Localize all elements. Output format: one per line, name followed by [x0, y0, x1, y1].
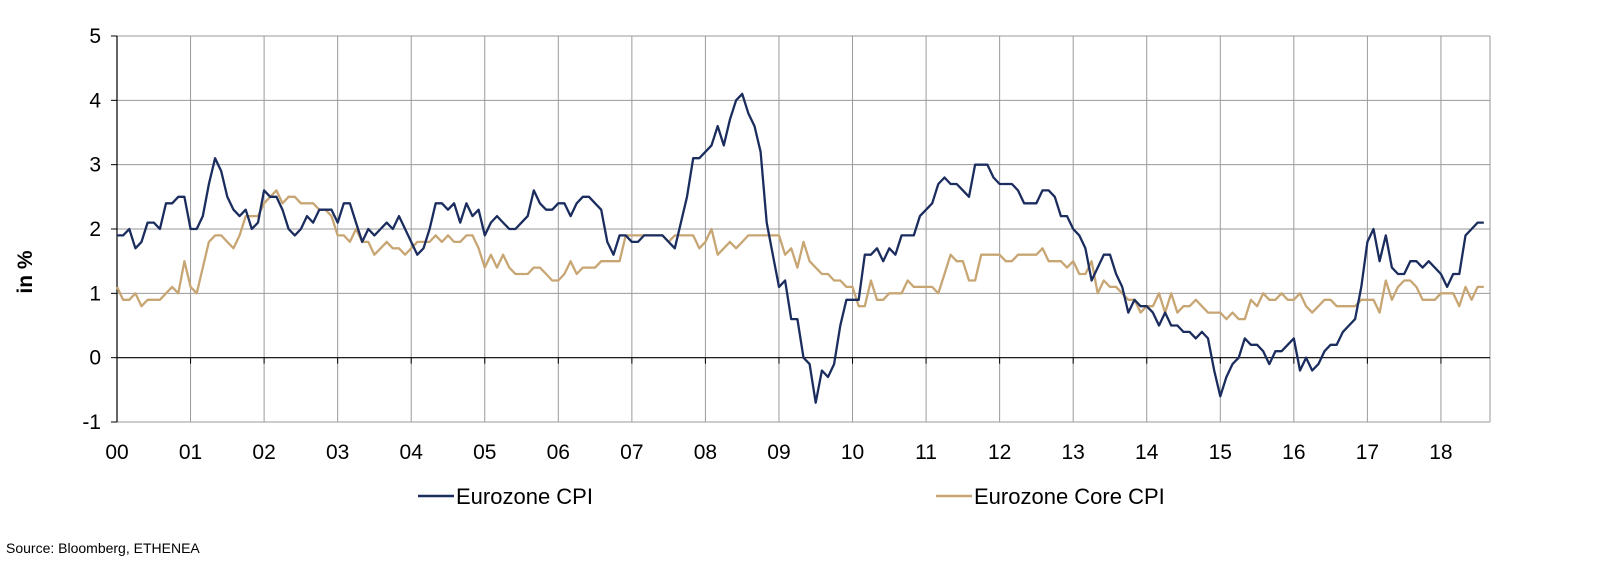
y-tick-label: 3 [89, 154, 101, 177]
y-tick-label: 4 [89, 89, 101, 112]
x-tick-label: 17 [1356, 441, 1379, 464]
x-tick-label: 10 [841, 441, 864, 464]
legend-label: Eurozone CPI [456, 484, 593, 509]
x-tick-label: 13 [1061, 441, 1084, 464]
x-tick-label: 07 [620, 441, 643, 464]
x-tick-label: 14 [1135, 441, 1159, 464]
y-tick-label: 0 [89, 347, 101, 370]
x-tick-label: 01 [179, 441, 202, 464]
y-tick-label: 2 [89, 218, 101, 241]
x-tick-label: 16 [1282, 441, 1305, 464]
x-tick-label: 04 [400, 441, 424, 464]
x-tick-label: 12 [988, 441, 1011, 464]
x-tick-label: 18 [1429, 441, 1452, 464]
y-tick-label: 1 [89, 282, 101, 305]
grid-lines [117, 35, 1491, 423]
x-tick-label: 15 [1209, 441, 1232, 464]
x-tick-label: 08 [694, 441, 717, 464]
y-tick-label: 5 [89, 25, 101, 48]
x-tick-labels: 00 01 02 03 04 05 06 07 08 09 10 11 12 13 14 15 16 17 18 [105, 441, 1452, 464]
y-tick-labels: -1 0 1 2 3 4 5 [82, 25, 101, 434]
x-tick-label: 03 [326, 441, 349, 464]
x-tick-label: 11 [915, 441, 937, 464]
x-tick-label: 06 [547, 441, 570, 464]
x-tick-label: 00 [105, 441, 128, 464]
series-lines [115, 92, 1484, 404]
x-tick-label: 02 [252, 441, 275, 464]
y-axis-label: in % [14, 250, 37, 293]
x-tick-label: 09 [767, 441, 790, 464]
x-tick-label: 05 [473, 441, 496, 464]
source-note: Source: Bloomberg, ETHENEA [6, 540, 200, 556]
legend: Eurozone CPI Eurozone Core CPI [418, 484, 1165, 509]
series-line-eurozone-core-cpi [115, 189, 1484, 321]
legend-label: Eurozone Core CPI [974, 484, 1165, 509]
series-line-eurozone-cpi [117, 92, 1484, 404]
y-tick-label: -1 [82, 411, 101, 434]
